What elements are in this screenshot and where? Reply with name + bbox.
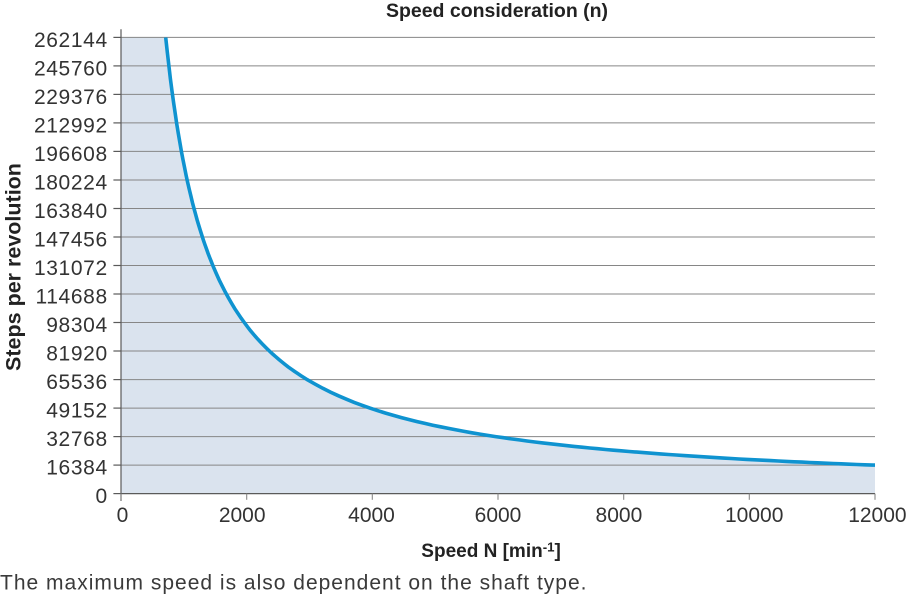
svg-text:4000: 4000 xyxy=(348,504,395,527)
svg-text:114688: 114688 xyxy=(36,286,108,309)
svg-text:2000: 2000 xyxy=(219,504,266,527)
svg-text:Speed consideration (n): Speed consideration (n) xyxy=(386,0,608,22)
svg-text:65536: 65536 xyxy=(46,371,108,394)
svg-text:49152: 49152 xyxy=(46,400,108,423)
svg-text:12000: 12000 xyxy=(848,504,906,527)
svg-text:Steps per revolution: Steps per revolution xyxy=(1,163,25,371)
svg-text:180224: 180224 xyxy=(34,172,108,195)
svg-text:0: 0 xyxy=(95,485,107,508)
svg-text:196608: 196608 xyxy=(34,143,108,166)
svg-text:262144: 262144 xyxy=(34,29,108,52)
svg-text:245760: 245760 xyxy=(34,57,108,80)
svg-text:98304: 98304 xyxy=(46,314,108,337)
svg-text:Speed N [min-1]: Speed N [min-1] xyxy=(421,539,561,562)
svg-text:229376: 229376 xyxy=(34,86,108,109)
svg-text:8000: 8000 xyxy=(596,504,643,527)
svg-text:10000: 10000 xyxy=(725,504,783,527)
svg-text:32768: 32768 xyxy=(46,428,108,451)
svg-text:212992: 212992 xyxy=(34,114,108,137)
svg-text:81920: 81920 xyxy=(46,343,108,366)
svg-text:163840: 163840 xyxy=(34,200,108,223)
svg-text:16384: 16384 xyxy=(46,457,108,480)
svg-text:147456: 147456 xyxy=(34,229,108,252)
svg-text:The maximum speed is also depe: The maximum speed is also dependent on t… xyxy=(0,571,587,594)
svg-text:6000: 6000 xyxy=(475,504,522,527)
svg-text:131072: 131072 xyxy=(34,257,108,280)
svg-text:0: 0 xyxy=(117,504,129,527)
